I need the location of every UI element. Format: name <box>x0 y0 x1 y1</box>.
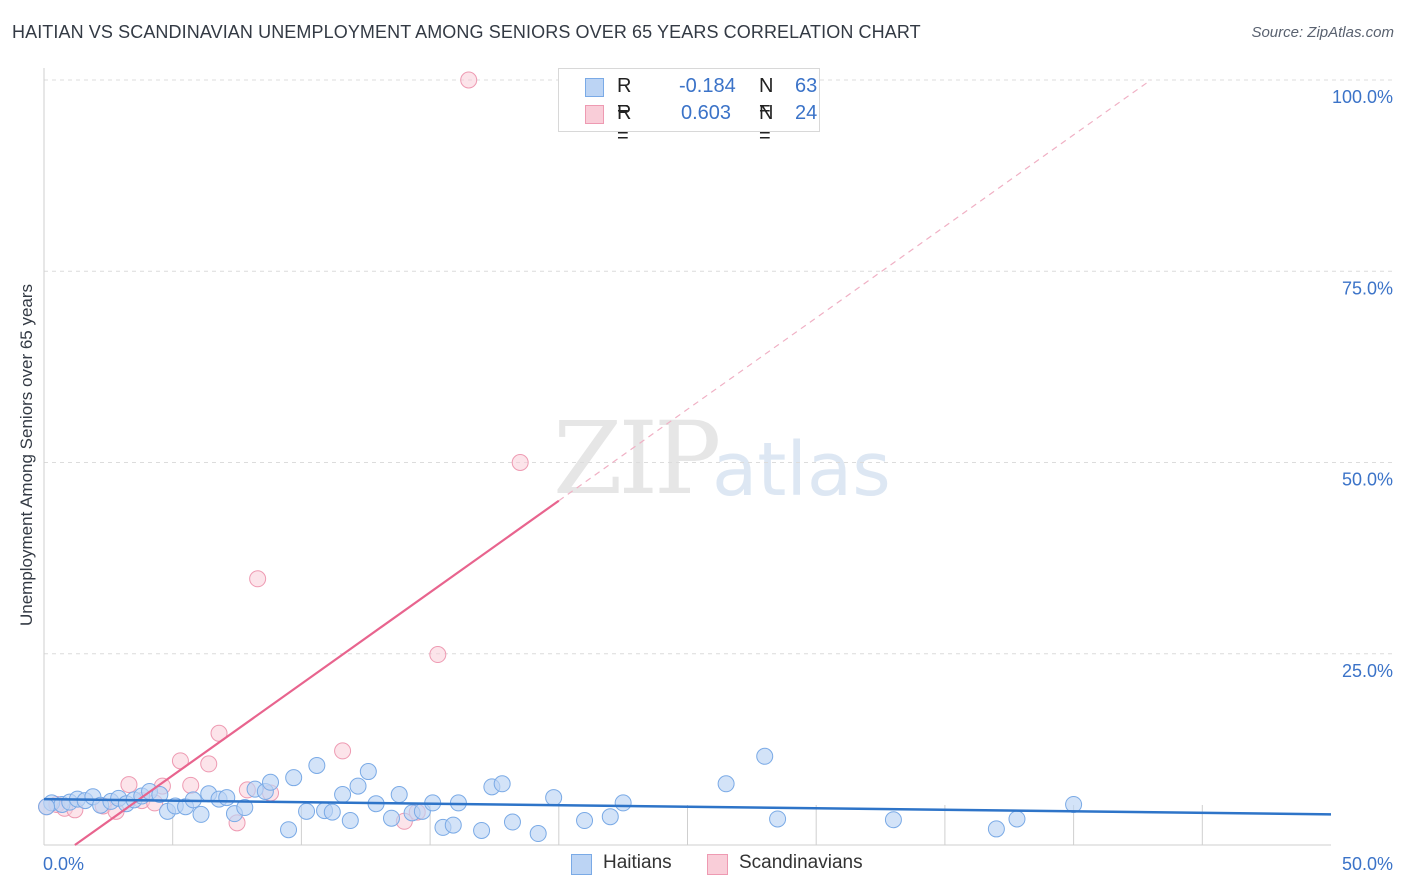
scandinavian-point <box>460 71 478 89</box>
haitians-swatch <box>585 78 604 97</box>
haitian-point <box>576 812 594 830</box>
haitian-point <box>390 786 408 804</box>
haitian-point <box>1008 810 1026 828</box>
haitian-point <box>341 812 359 830</box>
r-value-scandinavians: 0.603 <box>681 102 732 124</box>
x-tick-label: 50.0% <box>1342 854 1393 874</box>
n-value-haitians: 63 <box>795 75 818 97</box>
haitian-point <box>285 769 303 787</box>
x-tick-label: 0.0% <box>43 854 84 874</box>
n-label: N = <box>759 102 774 147</box>
chart-title: HAITIAN VS SCANDINAVIAN UNEMPLOYMENT AMO… <box>12 22 921 42</box>
haitian-point <box>987 820 1005 838</box>
scandinavian-point <box>511 454 529 471</box>
haitian-point <box>717 775 735 793</box>
legend-label-haitians: Haitians <box>603 852 672 873</box>
scandinavian-point <box>120 776 138 794</box>
scandinavian-point <box>249 570 267 588</box>
haitian-point <box>298 802 316 820</box>
scandinavians-swatch <box>585 105 604 124</box>
r-label: R = <box>617 102 632 147</box>
haitian-point <box>323 803 341 821</box>
source-credit: Source: ZipAtlas.com <box>1251 24 1394 41</box>
y-tick-label: 75.0% <box>1342 278 1393 298</box>
haitian-point <box>493 775 511 793</box>
haitian-point <box>382 809 400 827</box>
scandinavians-swatch <box>707 854 728 875</box>
haitian-point <box>769 810 787 828</box>
haitian-point <box>236 799 254 817</box>
y-tick-label: 25.0% <box>1342 661 1393 681</box>
r-value-haitians: -0.184 <box>679 75 736 97</box>
series-legend: Haitians Scandinavians <box>0 851 1406 877</box>
haitian-point <box>308 756 326 774</box>
haitian-point <box>756 747 774 765</box>
legend-label-scandinavians: Scandinavians <box>739 852 863 873</box>
haitian-point <box>280 821 298 839</box>
n-label: N = <box>759 75 774 120</box>
haitian-point <box>444 816 462 834</box>
haitian-point <box>334 786 352 804</box>
scandinavian-point <box>182 776 200 794</box>
haitian-point <box>503 813 521 831</box>
n-value-scandinavians: 24 <box>795 102 818 124</box>
haitian-point <box>218 789 236 807</box>
haitians-trendline <box>43 797 1332 816</box>
haitian-point <box>262 773 280 791</box>
haitian-point <box>473 821 491 839</box>
r-label: R = <box>617 75 632 120</box>
haitian-point <box>884 811 902 829</box>
scandinavian-point <box>200 755 218 773</box>
haitian-point <box>192 805 210 823</box>
haitians-swatch <box>571 854 592 875</box>
y-tick-label: 100.0% <box>1332 87 1393 107</box>
watermark-atlas: atlas <box>712 427 891 513</box>
scandinavian-point <box>429 646 447 664</box>
watermark-zip: ZIP <box>553 400 721 517</box>
scandinavian-point <box>334 742 352 760</box>
haitian-point <box>151 786 169 804</box>
scandinavians-trendline <box>74 499 560 846</box>
haitian-point <box>545 789 563 807</box>
haitian-point <box>349 777 367 795</box>
haitian-point <box>38 798 56 816</box>
y-tick-label: 50.0% <box>1342 470 1393 490</box>
haitian-point <box>529 825 547 843</box>
haitian-point <box>614 794 632 812</box>
correlation-legend: R = -0.184 N = 63 R = 0.603 N = 24 <box>558 68 820 147</box>
haitian-point <box>359 763 377 781</box>
haitian-point <box>601 808 619 826</box>
scandinavians-trendline-extension <box>558 79 1152 502</box>
